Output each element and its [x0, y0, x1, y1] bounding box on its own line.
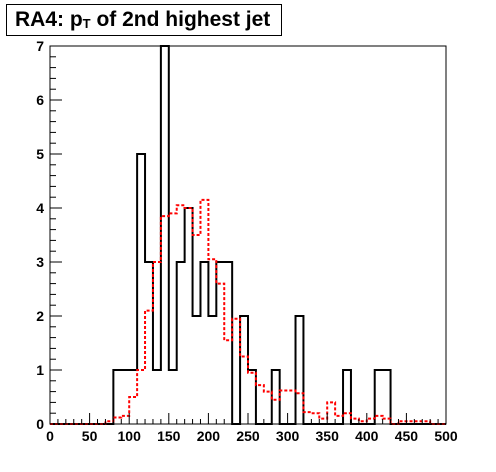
x-tick-label: 450 [395, 428, 419, 444]
y-tick-label: 6 [36, 92, 44, 108]
x-tick-label: 50 [82, 428, 98, 444]
series-2-dashed-line [50, 198, 446, 425]
y-axis: 0 1 2 3 4 5 6 7 [36, 38, 62, 432]
x-tick-label: 250 [236, 428, 260, 444]
y-tick-label: 3 [36, 254, 44, 270]
chart-title: RA4: pT of 2nd highest jet [15, 8, 270, 32]
y-tick-label: 4 [36, 200, 44, 216]
x-tick-label: 200 [197, 428, 221, 444]
x-tick-label: 400 [355, 428, 379, 444]
x-tick-label: 100 [118, 428, 142, 444]
chart-title-box: RA4: pT of 2nd highest jet [6, 4, 282, 36]
y-tick-label: 0 [36, 416, 44, 432]
x-tick-label: 0 [46, 428, 54, 444]
y-tick-label: 7 [36, 38, 44, 54]
y-tick-label: 5 [36, 146, 44, 162]
y-tick-label: 2 [36, 308, 44, 324]
x-tick-label: 500 [434, 428, 458, 444]
title-subscript: T [82, 16, 91, 31]
title-prefix: RA4: p [15, 8, 83, 31]
title-suffix: of 2nd highest jet [90, 8, 271, 31]
x-axis: 0 50 100 150 200 250 300 350 400 450 500 [46, 413, 458, 444]
y-tick-label: 1 [36, 362, 44, 378]
x-tick-label: 150 [157, 428, 181, 444]
x-tick-label: 300 [276, 428, 300, 444]
x-tick-label: 350 [316, 428, 340, 444]
